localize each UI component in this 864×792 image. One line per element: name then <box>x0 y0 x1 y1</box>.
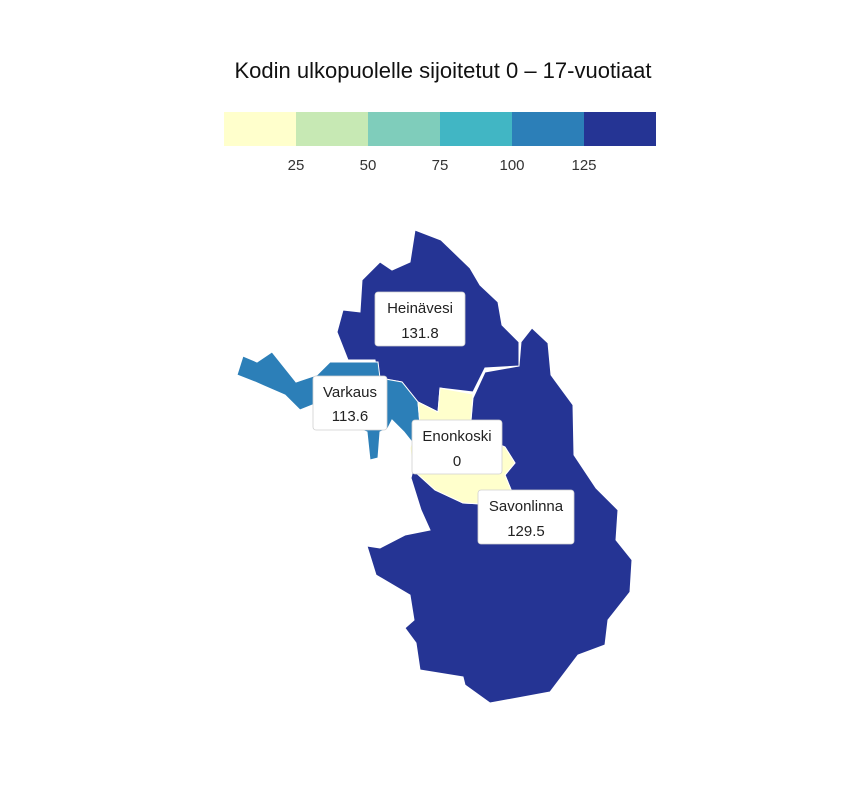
legend-swatch-0 <box>224 112 296 146</box>
legend-swatch-4 <box>512 112 584 146</box>
legend-tick-50: 50 <box>360 157 377 174</box>
legend-swatch-2 <box>368 112 440 146</box>
label-name: Savonlinna <box>489 498 564 515</box>
label-box <box>477 489 575 545</box>
legend-tick-75: 75 <box>432 157 449 174</box>
label-varkaus: Varkaus 113.6 <box>312 375 388 431</box>
label-value: 129.5 <box>507 523 545 540</box>
label-savonlinna: Savonlinna 129.5 <box>477 489 575 545</box>
label-name: Enonkoski <box>422 428 491 445</box>
label-enonkoski: Enonkoski 0 <box>411 419 503 475</box>
map-title: Kodin ulkopuolelle sijoitetut 0 – 17-vuo… <box>234 58 651 83</box>
legend-swatch-3 <box>440 112 512 146</box>
legend-swatch-5 <box>584 112 656 146</box>
legend-swatch-1 <box>296 112 368 146</box>
label-name: Heinävesi <box>387 300 453 317</box>
label-box <box>411 419 503 475</box>
legend-tick-125: 125 <box>571 157 596 174</box>
label-value: 0 <box>453 453 461 470</box>
legend-tick-100: 100 <box>499 157 524 174</box>
label-name: Varkaus <box>323 384 377 401</box>
label-heinavesi: Heinävesi 131.8 <box>374 291 466 347</box>
label-box <box>312 375 388 431</box>
label-value: 131.8 <box>401 325 439 342</box>
label-value: 113.6 <box>332 408 368 425</box>
legend: 25 50 75 100 125 <box>224 112 656 174</box>
label-box <box>374 291 466 347</box>
legend-tick-25: 25 <box>288 157 305 174</box>
